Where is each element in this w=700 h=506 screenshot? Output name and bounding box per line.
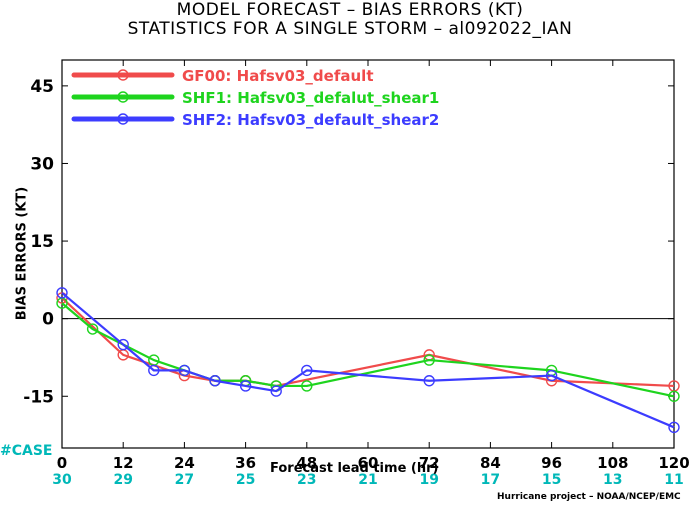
x-tick-label: 0: [57, 454, 67, 472]
legend-marker-1: [117, 69, 129, 81]
x-tick-label: 36: [235, 454, 256, 472]
series-3-point: [56, 287, 68, 299]
series-2-point: [423, 354, 435, 366]
x-tick-label: 60: [358, 454, 379, 472]
case-count-value: 15: [542, 472, 561, 488]
series-3-point: [239, 380, 252, 392]
series-2-point: [668, 390, 680, 402]
series-3-point: [545, 369, 558, 382]
series-3-point: [270, 385, 282, 397]
case-count-label: #CASE: [0, 443, 53, 459]
legend-marker-3: [117, 113, 129, 125]
y-tick-label: 15: [30, 232, 54, 252]
chart-title-line1: MODEL FORECAST – BIAS ERRORS (KT): [176, 0, 524, 20]
legend-label-2: SHF1: Hafsv03_defalut_shear1: [182, 89, 439, 107]
legend-label-3: SHF2: Hafsv03_default_shear2: [182, 111, 439, 129]
series-3-point: [301, 364, 313, 377]
x-tick-label: 72: [419, 454, 440, 472]
y-tick-label: -15: [23, 387, 54, 407]
x-tick-label: 48: [296, 454, 317, 472]
legend-marker-2: [117, 91, 129, 103]
x-tick-label: 84: [480, 454, 501, 472]
case-count-value: 13: [603, 472, 622, 488]
x-tick-label: 12: [113, 454, 134, 472]
chart-title-line2: STATISTICS FOR A SINGLE STORM – al092022…: [127, 19, 573, 39]
case-count-value: 11: [664, 472, 683, 488]
y-tick-label: 30: [30, 154, 54, 174]
y-tick-label: 0: [42, 310, 54, 330]
series-3-point: [423, 375, 435, 387]
case-count-value: 19: [419, 472, 438, 488]
series-3-point: [117, 338, 129, 351]
x-tick-label: 120: [658, 454, 689, 472]
y-axis-label: BIAS ERRORS (KT): [14, 186, 30, 321]
case-count-value: 23: [297, 472, 316, 488]
x-tick-label: 24: [174, 454, 195, 472]
series-3-point: [148, 364, 160, 377]
x-tick-label: 96: [541, 454, 562, 472]
case-count-value: 25: [236, 472, 255, 488]
series-3-point: [178, 364, 191, 377]
case-count-value: 17: [481, 472, 500, 488]
y-tick-label: 45: [30, 77, 54, 97]
series-line-3: [61, 291, 675, 429]
case-count-value: 21: [358, 472, 377, 488]
case-count-value: 30: [52, 472, 72, 488]
credit-text: Hurricane project – NOAA/NCEP/EMC: [497, 492, 681, 502]
series-2-point: [301, 380, 313, 392]
x-axis-label: Forecast lead time (hr): [270, 461, 439, 476]
series-2-point: [86, 323, 99, 335]
x-tick-label: 108: [597, 454, 628, 472]
case-count-value: 27: [175, 472, 194, 488]
case-count-value: 29: [113, 472, 132, 488]
series-3-point: [668, 421, 680, 434]
legend-label-1: GF00: Hafsv03_default: [182, 67, 373, 85]
series-3-point: [209, 375, 221, 387]
